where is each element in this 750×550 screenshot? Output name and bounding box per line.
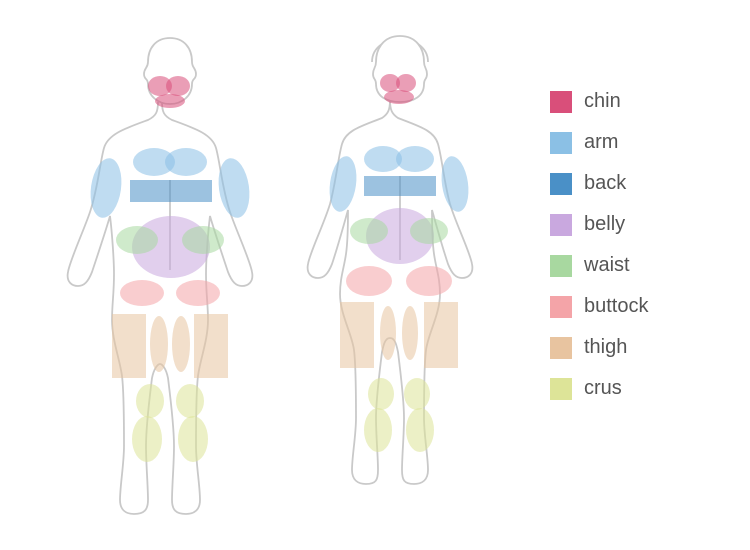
- legend-label-crus: crus: [584, 377, 622, 400]
- legend-label-arm: arm: [584, 131, 618, 154]
- legend-label-chin: chin: [584, 90, 621, 113]
- male-zone-chin: [155, 94, 185, 108]
- female-zone-thigh: [340, 302, 374, 368]
- swatch-buttock: [550, 296, 572, 318]
- legend-label-buttock: buttock: [584, 295, 648, 318]
- male-zone-waist: [182, 226, 224, 254]
- female-zone-arm: [396, 146, 434, 172]
- male-zone-thigh: [172, 316, 190, 372]
- swatch-thigh: [550, 337, 572, 359]
- diagram-stage: chin arm back belly waist buttock thigh: [0, 0, 750, 550]
- male-zone-waist: [116, 226, 158, 254]
- legend-label-waist: waist: [584, 254, 630, 277]
- female-zone-crus: [404, 378, 430, 410]
- female-zone-thigh: [402, 306, 418, 360]
- swatch-crus: [550, 378, 572, 400]
- female-zone-waist: [410, 218, 448, 244]
- legend-item-arm: arm: [550, 131, 720, 154]
- male-zone-chin: [166, 76, 190, 96]
- legend-item-buttock: buttock: [550, 295, 720, 318]
- female-zone-crus: [406, 408, 434, 452]
- legend-item-belly: belly: [550, 213, 720, 236]
- male-zone-back: [130, 180, 212, 202]
- legend-item-back: back: [550, 172, 720, 195]
- figure-female: [290, 30, 510, 520]
- male-zone-crus: [132, 416, 162, 462]
- female-zone-crus: [368, 378, 394, 410]
- female-zone-thigh: [424, 302, 458, 368]
- male-zone-thigh: [194, 314, 228, 378]
- legend: chin arm back belly waist buttock thigh: [550, 90, 720, 418]
- legend-item-crus: crus: [550, 377, 720, 400]
- swatch-arm: [550, 132, 572, 154]
- male-zone-crus: [136, 384, 164, 418]
- female-zone-buttock: [346, 266, 392, 296]
- legend-item-thigh: thigh: [550, 336, 720, 359]
- legend-item-waist: waist: [550, 254, 720, 277]
- female-zone-thigh: [380, 306, 396, 360]
- legend-label-back: back: [584, 172, 626, 195]
- female-zone-waist: [350, 218, 388, 244]
- male-zone-thigh: [112, 314, 146, 378]
- male-zone-thigh: [150, 316, 168, 372]
- male-zone-crus: [178, 416, 208, 462]
- male-zone-buttock: [120, 280, 164, 306]
- female-zone-back: [364, 176, 436, 196]
- male-zone-arm: [165, 148, 207, 176]
- legend-label-belly: belly: [584, 213, 625, 236]
- male-zone-buttock: [176, 280, 220, 306]
- female-zone-crus: [364, 408, 392, 452]
- swatch-waist: [550, 255, 572, 277]
- swatch-belly: [550, 214, 572, 236]
- legend-label-thigh: thigh: [584, 336, 627, 359]
- figure-male: [60, 30, 280, 520]
- swatch-chin: [550, 91, 572, 113]
- swatch-back: [550, 173, 572, 195]
- female-zone-buttock: [406, 266, 452, 296]
- female-zone-chin: [384, 90, 414, 104]
- male-zone-crus: [176, 384, 204, 418]
- legend-item-chin: chin: [550, 90, 720, 113]
